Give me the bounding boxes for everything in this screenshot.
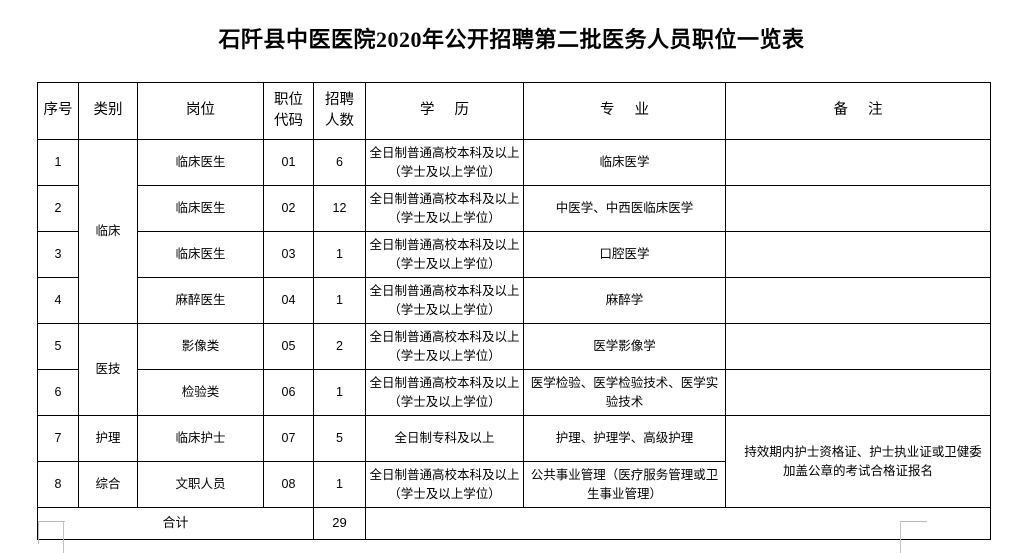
cell-count: 5 — [313, 415, 366, 462]
total-row: 合计 29 — [37, 507, 991, 540]
table-row: 3 临床医生 03 1 全日制普通高校本科及以上（学士及以上学位） 口腔医学 — [37, 231, 991, 278]
cell-education: 全日制专科及以上 — [365, 415, 524, 462]
cell-code: 07 — [263, 415, 314, 462]
column-header-education: 学 历 — [365, 82, 524, 140]
total-count: 29 — [313, 507, 366, 540]
page-title: 石阡县中医医院2020年公开招聘第二批医务人员职位一览表 — [218, 27, 805, 52]
cell-count: 12 — [313, 185, 366, 232]
table-footer: 合计 29 — [37, 507, 991, 540]
table-row: 5 医技 影像类 05 2 全日制普通高校本科及以上（学士及以上学位） 医学影像… — [37, 323, 991, 416]
cell-code: 03 — [263, 231, 314, 278]
cell-education: 全日制普通高校本科及以上（学士及以上学位） — [365, 461, 524, 508]
table-body: 1 临床 临床医生 01 6 全日制普通高校本科及以上（学士及以上学位） 临床医… — [37, 139, 991, 508]
table-row: 7 护理 临床护士 07 5 全日制专科及以上 护理、护理学、高级护理 持效期内… — [37, 415, 991, 508]
table-row: 4 麻醉医生 04 1 全日制普通高校本科及以上（学士及以上学位） 麻醉学 — [37, 277, 991, 324]
cell-category: 临床 — [78, 139, 138, 324]
cell-count: 6 — [313, 139, 366, 186]
column-header-count-line1: 招聘 — [325, 91, 354, 108]
cell-count: 1 — [313, 461, 366, 508]
cell-major: 口腔医学 — [523, 231, 726, 278]
cell-code: 02 — [263, 185, 314, 232]
cell-major: 医学影像学 — [523, 323, 726, 370]
cell-position: 检验类 — [137, 369, 264, 416]
cell-count: 2 — [313, 323, 366, 370]
cell-education: 全日制普通高校本科及以上（学士及以上学位） — [365, 185, 524, 232]
cell-education: 全日制普通高校本科及以上（学士及以上学位） — [365, 231, 524, 278]
cell-count: 1 — [313, 231, 366, 278]
table-row: 1 临床 临床医生 01 6 全日制普通高校本科及以上（学士及以上学位） 临床医… — [37, 139, 991, 324]
cell-position: 临床医生 — [137, 231, 264, 278]
column-header-category: 类别 — [78, 82, 138, 140]
cell-note — [725, 139, 991, 186]
cell-category: 护理 — [78, 415, 138, 462]
column-header-count-line2: 人数 — [325, 113, 354, 129]
cell-index: 5 — [37, 323, 79, 370]
cell-note — [725, 277, 991, 324]
cell-code: 06 — [263, 369, 314, 416]
cell-education: 全日制普通高校本科及以上（学士及以上学位） — [365, 139, 524, 186]
job-listing-table-container: 序号 类别 岗位 职位 代码 招聘 人数 学 历 专 业 备 注 — [37, 82, 991, 540]
cell-education: 全日制普通高校本科及以上（学士及以上学位） — [365, 277, 524, 324]
cell-position: 临床医生 — [137, 139, 264, 186]
total-empty — [365, 507, 991, 540]
table-row: 6 检验类 06 1 全日制普通高校本科及以上（学士及以上学位） 医学检验、医学… — [37, 369, 991, 416]
column-header-position: 岗位 — [137, 82, 264, 140]
cell-major: 中医学、中西医临床医学 — [523, 185, 726, 232]
cell-code: 01 — [263, 139, 314, 186]
column-header-code: 职位 代码 — [263, 82, 314, 140]
cell-code: 04 — [263, 277, 314, 324]
cell-position: 麻醉医生 — [137, 277, 264, 324]
cell-index: 3 — [37, 231, 79, 278]
cell-major: 护理、护理学、高级护理 — [523, 415, 726, 462]
cell-major: 医学检验、医学检验技术、医学实验技术 — [523, 369, 726, 416]
total-label: 合计 — [37, 507, 314, 540]
cell-major: 临床医学 — [523, 139, 726, 186]
cell-code: 08 — [263, 461, 314, 508]
cell-index: 1 — [37, 139, 79, 186]
cell-count: 1 — [313, 369, 366, 416]
cell-education: 全日制普通高校本科及以上（学士及以上学位） — [365, 369, 524, 416]
column-header-major: 专 业 — [523, 82, 726, 140]
cell-category: 医技 — [78, 323, 138, 416]
cell-position: 文职人员 — [137, 461, 264, 508]
cell-note — [725, 185, 991, 232]
column-header-count: 招聘 人数 — [313, 82, 366, 140]
table-header-row: 序号 类别 岗位 职位 代码 招聘 人数 学 历 专 业 备 注 — [37, 82, 991, 140]
cell-index: 7 — [37, 415, 79, 462]
job-listing-table: 序号 类别 岗位 职位 代码 招聘 人数 学 历 专 业 备 注 — [37, 82, 991, 540]
cell-index: 2 — [37, 185, 79, 232]
cell-index: 6 — [37, 369, 79, 416]
column-header-note: 备 注 — [725, 82, 991, 140]
cell-note: 持效期内护士资格证、护士执业证或卫健委加盖公章的考试合格证报名 — [725, 415, 991, 508]
cell-major: 麻醉学 — [523, 277, 726, 324]
table-row: 8 综合 文职人员 08 1 全日制普通高校本科及以上（学士及以上学位） 公共事… — [37, 461, 991, 508]
cell-index: 4 — [37, 277, 79, 324]
cell-index: 8 — [37, 461, 79, 508]
cell-note — [725, 231, 991, 278]
cell-major: 公共事业管理（医疗服务管理或卫生事业管理） — [523, 461, 726, 508]
cell-position: 临床护士 — [137, 415, 264, 462]
column-header-code-line2: 代码 — [274, 113, 303, 129]
table-row: 2 临床医生 02 12 全日制普通高校本科及以上（学士及以上学位） 中医学、中… — [37, 185, 991, 232]
column-header-code-line1: 职位 — [274, 91, 303, 108]
column-header-index: 序号 — [37, 82, 79, 140]
cell-note — [725, 369, 991, 416]
cell-category: 综合 — [78, 461, 138, 508]
cell-note — [725, 323, 991, 370]
cell-position: 影像类 — [137, 323, 264, 370]
cell-education: 全日制普通高校本科及以上（学士及以上学位） — [365, 323, 524, 370]
cell-position: 临床医生 — [137, 185, 264, 232]
table-header: 序号 类别 岗位 职位 代码 招聘 人数 学 历 专 业 备 注 — [37, 82, 991, 140]
cell-code: 05 — [263, 323, 314, 370]
cell-count: 1 — [313, 277, 366, 324]
